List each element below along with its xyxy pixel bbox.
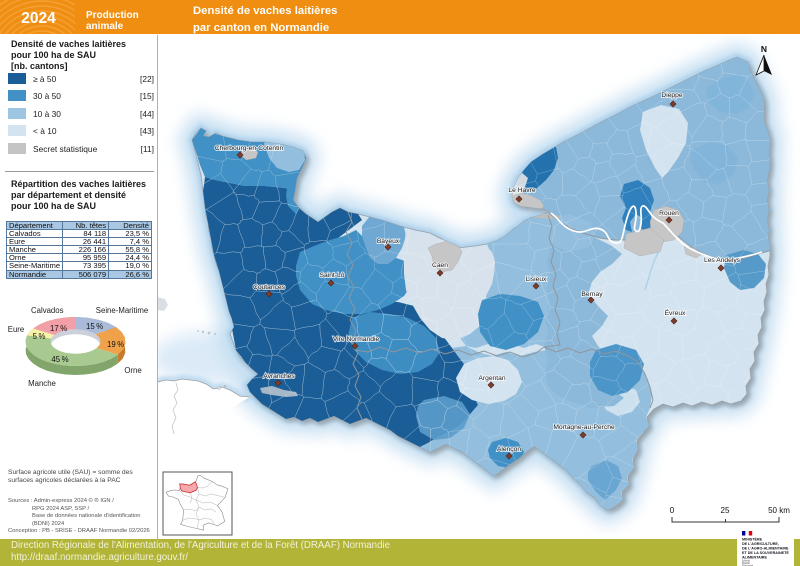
svg-text:Caen: Caen [432,262,448,269]
svg-text:Le Havre: Le Havre [508,187,535,194]
svg-text:Fraternité: Fraternité [741,564,754,566]
svg-text:Manche: Manche [28,379,56,388]
svg-text:19 %: 19 % [107,340,124,349]
svg-text:25: 25 [721,506,730,515]
svg-text:0: 0 [670,506,675,515]
svg-text:Évreux: Évreux [665,308,686,317]
svg-text:45 %: 45 % [51,355,68,364]
svg-text:Rouen: Rouen [659,210,679,217]
svg-text:Mortagne-au-Perche: Mortagne-au-Perche [553,424,615,431]
svg-text:Alençon: Alençon [497,446,521,453]
svg-text:Bayeux: Bayeux [377,238,400,245]
svg-text:Lisieux: Lisieux [526,276,547,283]
svg-text:Coutances: Coutances [253,284,286,291]
svg-text:ALIMENTAIRE: ALIMENTAIRE [742,556,767,560]
svg-text:Les Andelys: Les Andelys [704,257,741,264]
svg-text:Mortagne-au-Perche: Mortagne-au-Perche [553,424,615,431]
svg-text:Évreux: Évreux [665,308,686,317]
svg-text:Égalité: Égalité [741,562,751,565]
svg-text:Vire Normandie: Vire Normandie [333,336,380,343]
svg-text:Dieppe: Dieppe [661,92,682,99]
svg-text:Cherbourg-en-Cotentin: Cherbourg-en-Cotentin [215,145,284,152]
svg-text:Argentan: Argentan [478,375,505,382]
svg-text:Orne: Orne [124,366,141,375]
svg-text:Le Havre: Le Havre [508,187,535,194]
svg-text:Vire Normandie: Vire Normandie [333,336,380,343]
svg-text:Bernay: Bernay [581,291,603,298]
svg-text:Saint-Lô: Saint-Lô [320,272,345,279]
svg-text:N: N [761,44,767,54]
svg-text:Coutances: Coutances [253,284,286,291]
svg-text:DE L'AGRO-ALIMENTAIRE: DE L'AGRO-ALIMENTAIRE [742,547,789,551]
svg-text:Les Andelys: Les Andelys [704,257,741,264]
svg-text:ET DE LA SOUVERAINETÉ: ET DE LA SOUVERAINETÉ [742,550,789,555]
svg-text:Alençon: Alençon [497,446,521,453]
svg-text:Seine-Maritime: Seine-Maritime [96,306,148,315]
svg-text:Argentan: Argentan [478,375,505,382]
svg-text:Saint-Lô: Saint-Lô [320,272,345,279]
svg-text:DE L'AGRICULTURE,: DE L'AGRICULTURE, [742,542,779,546]
svg-text:Bernay: Bernay [581,291,603,298]
svg-text:Liberté: Liberté [741,559,751,562]
svg-text:Bayeux: Bayeux [377,238,400,245]
svg-text:Calvados: Calvados [31,306,64,315]
svg-text:Caen: Caen [432,262,448,269]
svg-text:Dieppe: Dieppe [661,92,682,99]
svg-text:Avranches: Avranches [263,373,295,380]
svg-text:Avranches: Avranches [263,373,295,380]
svg-text:MINISTÈRE: MINISTÈRE [742,537,763,542]
svg-text:Lisieux: Lisieux [526,276,547,283]
svg-text:Rouen: Rouen [659,210,679,217]
svg-text:17 %: 17 % [50,324,67,333]
svg-text:15 %: 15 % [86,322,103,331]
svg-text:50 km: 50 km [768,506,790,515]
svg-text:5 %: 5 % [33,332,46,341]
svg-text:Eure: Eure [8,325,24,334]
svg-text:Cherbourg-en-Cotentin: Cherbourg-en-Cotentin [215,145,284,152]
